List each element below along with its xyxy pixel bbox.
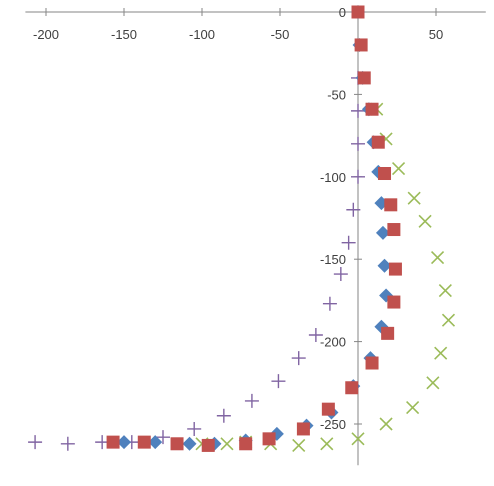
data-point-square (387, 295, 401, 309)
data-point-x (438, 283, 452, 298)
x-tick-label: -150 (111, 27, 137, 42)
x-tick-label: -50 (271, 27, 290, 42)
y-tick-label: -50 (327, 87, 346, 102)
data-point-x (220, 437, 234, 451)
data-point-square (365, 356, 379, 370)
data-point-plus (346, 202, 361, 217)
tick-labels: -200 -150 -100 -50 50 -50 -100 -150 -200 -250 0 (33, 5, 443, 432)
data-point-square (378, 167, 392, 181)
data-point-plus (351, 169, 365, 184)
data-points (28, 5, 456, 452)
data-point-square (106, 435, 120, 449)
y-tick-label: -150 (320, 252, 346, 267)
y-tick-label: -250 (320, 417, 346, 432)
data-point-square (388, 262, 402, 276)
data-point-plus (351, 103, 365, 118)
data-point-plus (271, 374, 286, 389)
data-point-x (434, 346, 448, 360)
data-point-plus (244, 393, 259, 408)
series-plus (28, 70, 365, 451)
series-square (106, 5, 402, 452)
data-point-diamond (377, 258, 392, 273)
data-point-square (381, 326, 395, 340)
data-point-diamond (182, 436, 197, 451)
data-point-square (262, 432, 276, 446)
x-tick-label: -100 (189, 27, 215, 42)
x-tick-label: 50 (429, 27, 443, 42)
series-x (195, 102, 456, 452)
data-point-x (441, 313, 456, 327)
data-point-x (351, 432, 365, 446)
axes (25, 8, 486, 466)
data-point-plus (216, 408, 231, 423)
data-point-square (371, 135, 385, 149)
data-point-square (384, 198, 398, 212)
data-point-square (345, 381, 359, 395)
data-point-square (239, 437, 253, 451)
data-point-plus (322, 296, 337, 311)
data-point-square (321, 402, 335, 416)
data-point-x (379, 417, 393, 431)
data-point-plus (60, 436, 75, 451)
x-tick-label: -200 (33, 27, 59, 42)
data-point-x (407, 191, 421, 205)
data-point-plus (333, 267, 348, 282)
y-tick-label: -200 (320, 335, 346, 350)
data-point-square (357, 71, 371, 85)
data-point-square (137, 435, 151, 449)
data-point-x (391, 161, 406, 176)
origin-label: 0 (339, 5, 346, 20)
data-point-plus (187, 421, 202, 436)
data-point-square (387, 223, 401, 237)
data-point-square (351, 5, 365, 19)
data-point-diamond (148, 435, 163, 450)
data-point-square (365, 102, 379, 116)
data-point-plus (341, 235, 356, 250)
data-point-plus (156, 430, 170, 445)
data-point-diamond (117, 435, 131, 450)
data-point-plus (308, 328, 323, 343)
data-point-plus (28, 435, 43, 450)
data-point-x (430, 250, 445, 265)
data-point-x (406, 400, 420, 415)
data-point-square (354, 38, 368, 52)
data-point-x (418, 214, 432, 228)
data-point-square (170, 437, 184, 451)
data-point-square (201, 438, 215, 452)
data-point-square (296, 422, 310, 436)
y-tick-label: -100 (320, 170, 346, 185)
data-point-x (426, 376, 440, 390)
data-point-plus (291, 351, 306, 366)
data-point-x (292, 438, 306, 452)
data-point-plus (351, 136, 365, 151)
data-point-diamond (375, 225, 390, 240)
data-point-x (320, 437, 334, 451)
